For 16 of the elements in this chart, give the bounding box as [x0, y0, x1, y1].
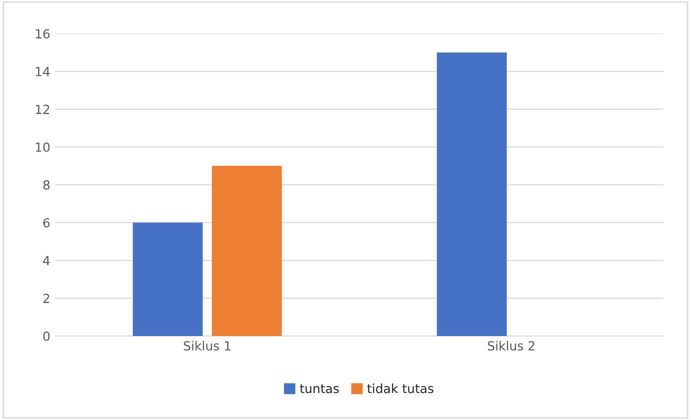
y-tick-label: 12 — [36, 104, 50, 114]
y-tick-label: 6 — [43, 218, 50, 228]
legend-label: tuntas — [300, 384, 339, 394]
y-tick-label: 16 — [36, 29, 50, 39]
y-tick-label: 14 — [36, 67, 50, 76]
y-tick-label: 8 — [43, 180, 50, 190]
x-tick-label: Siklus 1 — [184, 340, 230, 351]
y-tick-label: 2 — [43, 294, 50, 303]
bar — [212, 166, 282, 336]
x-tick-label: Siklus 2 — [488, 340, 534, 351]
legend-label: tidak tutas — [367, 384, 434, 394]
bar — [436, 52, 507, 336]
y-tick-label: 4 — [43, 256, 50, 266]
y-tick-label: 0 — [43, 331, 50, 341]
y-tick-label: 10 — [36, 142, 50, 152]
bar — [132, 222, 203, 336]
